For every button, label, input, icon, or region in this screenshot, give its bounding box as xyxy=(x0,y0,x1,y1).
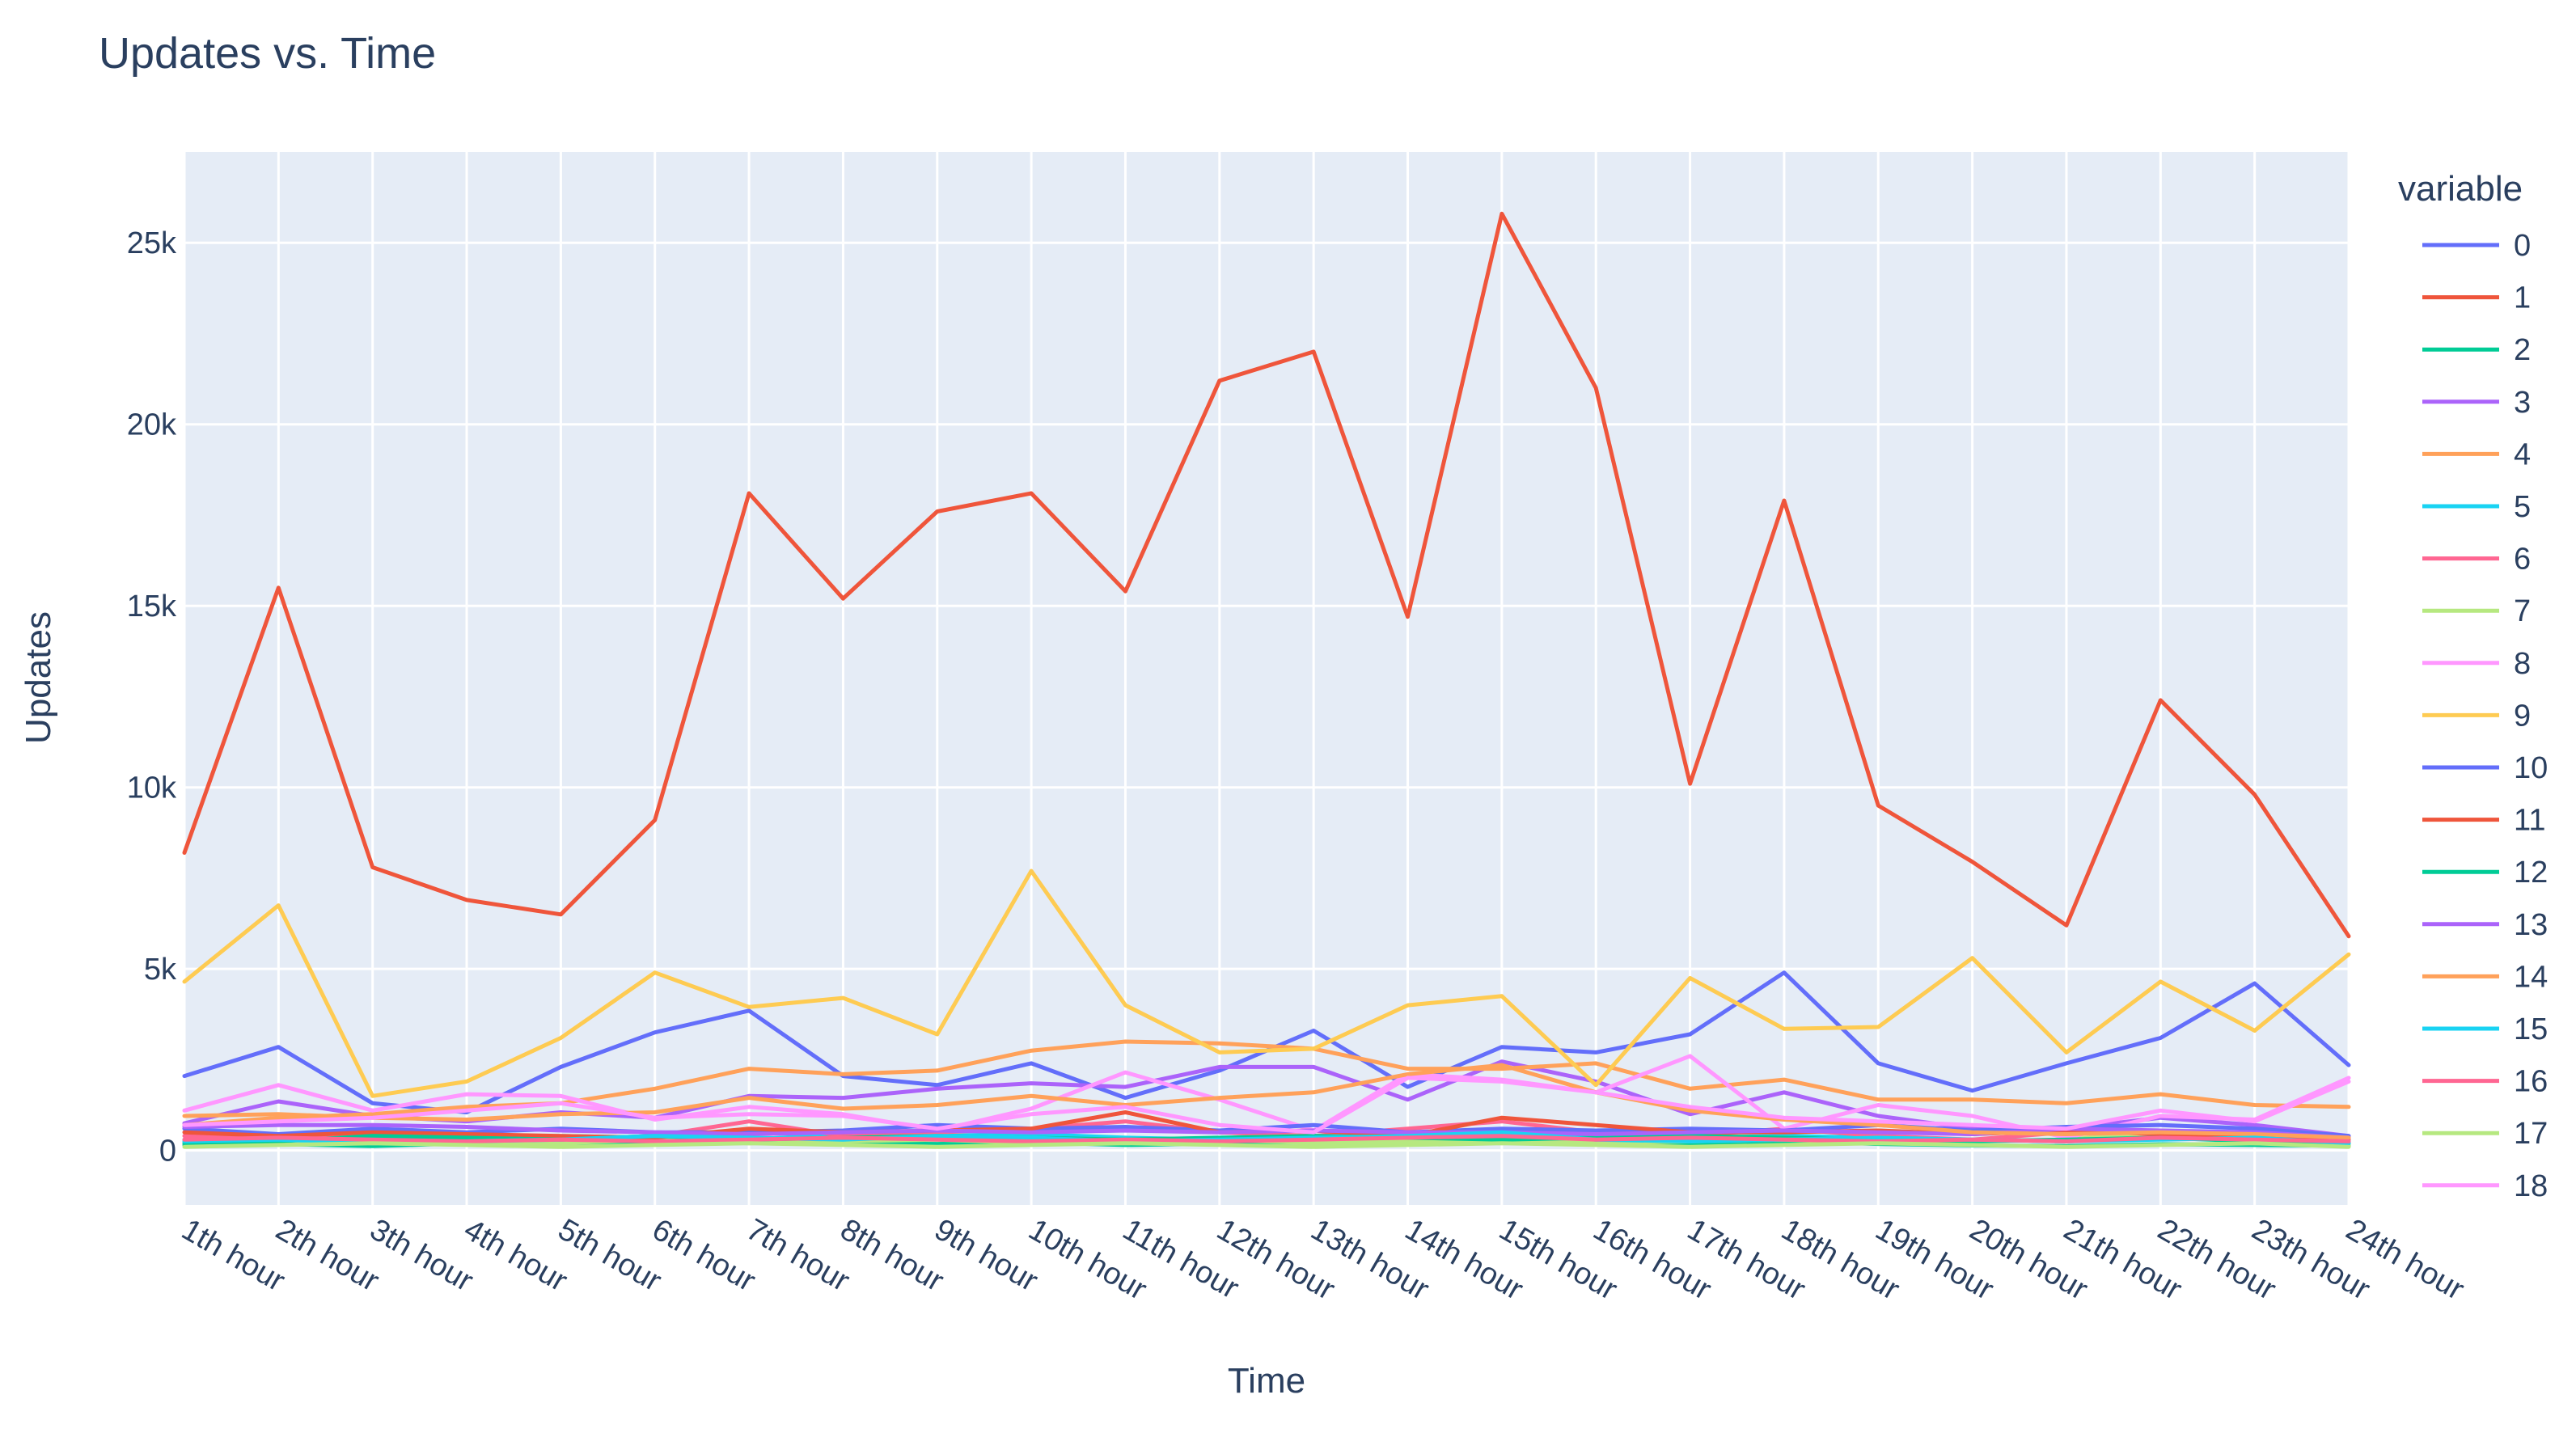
series-line-8 xyxy=(182,1054,2351,1140)
series-line-14 xyxy=(182,1063,2351,1140)
legend-label-6: 6 xyxy=(2514,543,2531,577)
x-tick-label: 6th hour xyxy=(646,1212,761,1298)
y-axis-title: Updates xyxy=(19,611,58,744)
x-tick-label: 9th hour xyxy=(928,1212,1043,1298)
series-line-18 xyxy=(182,1076,2351,1135)
x-tick-label: 1th hour xyxy=(176,1212,291,1298)
legend-label-7: 7 xyxy=(2514,594,2531,628)
chart-title: Updates vs. Time xyxy=(99,29,436,78)
legend-label-15: 15 xyxy=(2514,1012,2548,1046)
plot-area xyxy=(184,152,2349,1205)
series-line-9 xyxy=(182,869,2351,1098)
legend-label-9: 9 xyxy=(2514,699,2531,733)
legend-label-5: 5 xyxy=(2514,490,2531,524)
y-tick-label: 5k xyxy=(144,953,177,987)
legend-label-10: 10 xyxy=(2514,751,2548,785)
y-tick-labels: 0 5k 10k 15k 20k 25k xyxy=(127,226,177,1168)
y-gridlines xyxy=(184,241,2349,1152)
legend-label-16: 16 xyxy=(2514,1065,2548,1099)
y-tick-label: 20k xyxy=(127,408,177,442)
legend-label-18: 18 xyxy=(2514,1169,2548,1203)
legend-label-11: 11 xyxy=(2514,804,2545,838)
legend-label-0: 0 xyxy=(2514,229,2531,263)
y-tick-label: 10k xyxy=(127,771,177,805)
series-line-16 xyxy=(182,1134,2351,1143)
x-gridlines xyxy=(183,152,2350,1205)
legend-label-8: 8 xyxy=(2514,647,2531,681)
legend-label-2: 2 xyxy=(2514,333,2531,367)
x-tick-label: 4th hour xyxy=(459,1212,573,1298)
legend-label-12: 12 xyxy=(2514,856,2548,890)
series-line-1 xyxy=(182,211,2351,939)
x-tick-label: 8th hour xyxy=(835,1212,950,1298)
y-tick-label: 25k xyxy=(127,226,177,260)
legend-title: variable xyxy=(2398,169,2523,209)
x-axis-title: Time xyxy=(1228,1361,1305,1401)
legend-label-17: 17 xyxy=(2514,1117,2548,1151)
legend-label-13: 13 xyxy=(2514,908,2548,942)
x-tick-label: 2th hour xyxy=(270,1212,385,1298)
x-tick-label: 3th hour xyxy=(364,1212,479,1298)
legend-label-4: 4 xyxy=(2514,437,2531,471)
legend-label-14: 14 xyxy=(2514,960,2548,994)
y-tick-label: 0 xyxy=(159,1135,176,1169)
legend-label-3: 3 xyxy=(2514,386,2531,420)
series-lines xyxy=(182,211,2351,1149)
x-tick-label: 5th hour xyxy=(552,1212,667,1298)
x-tick-label: 7th hour xyxy=(741,1212,856,1298)
y-tick-label: 15k xyxy=(127,590,177,623)
legend-label-1: 1 xyxy=(2514,281,2531,315)
series-line-17 xyxy=(182,1141,2351,1149)
